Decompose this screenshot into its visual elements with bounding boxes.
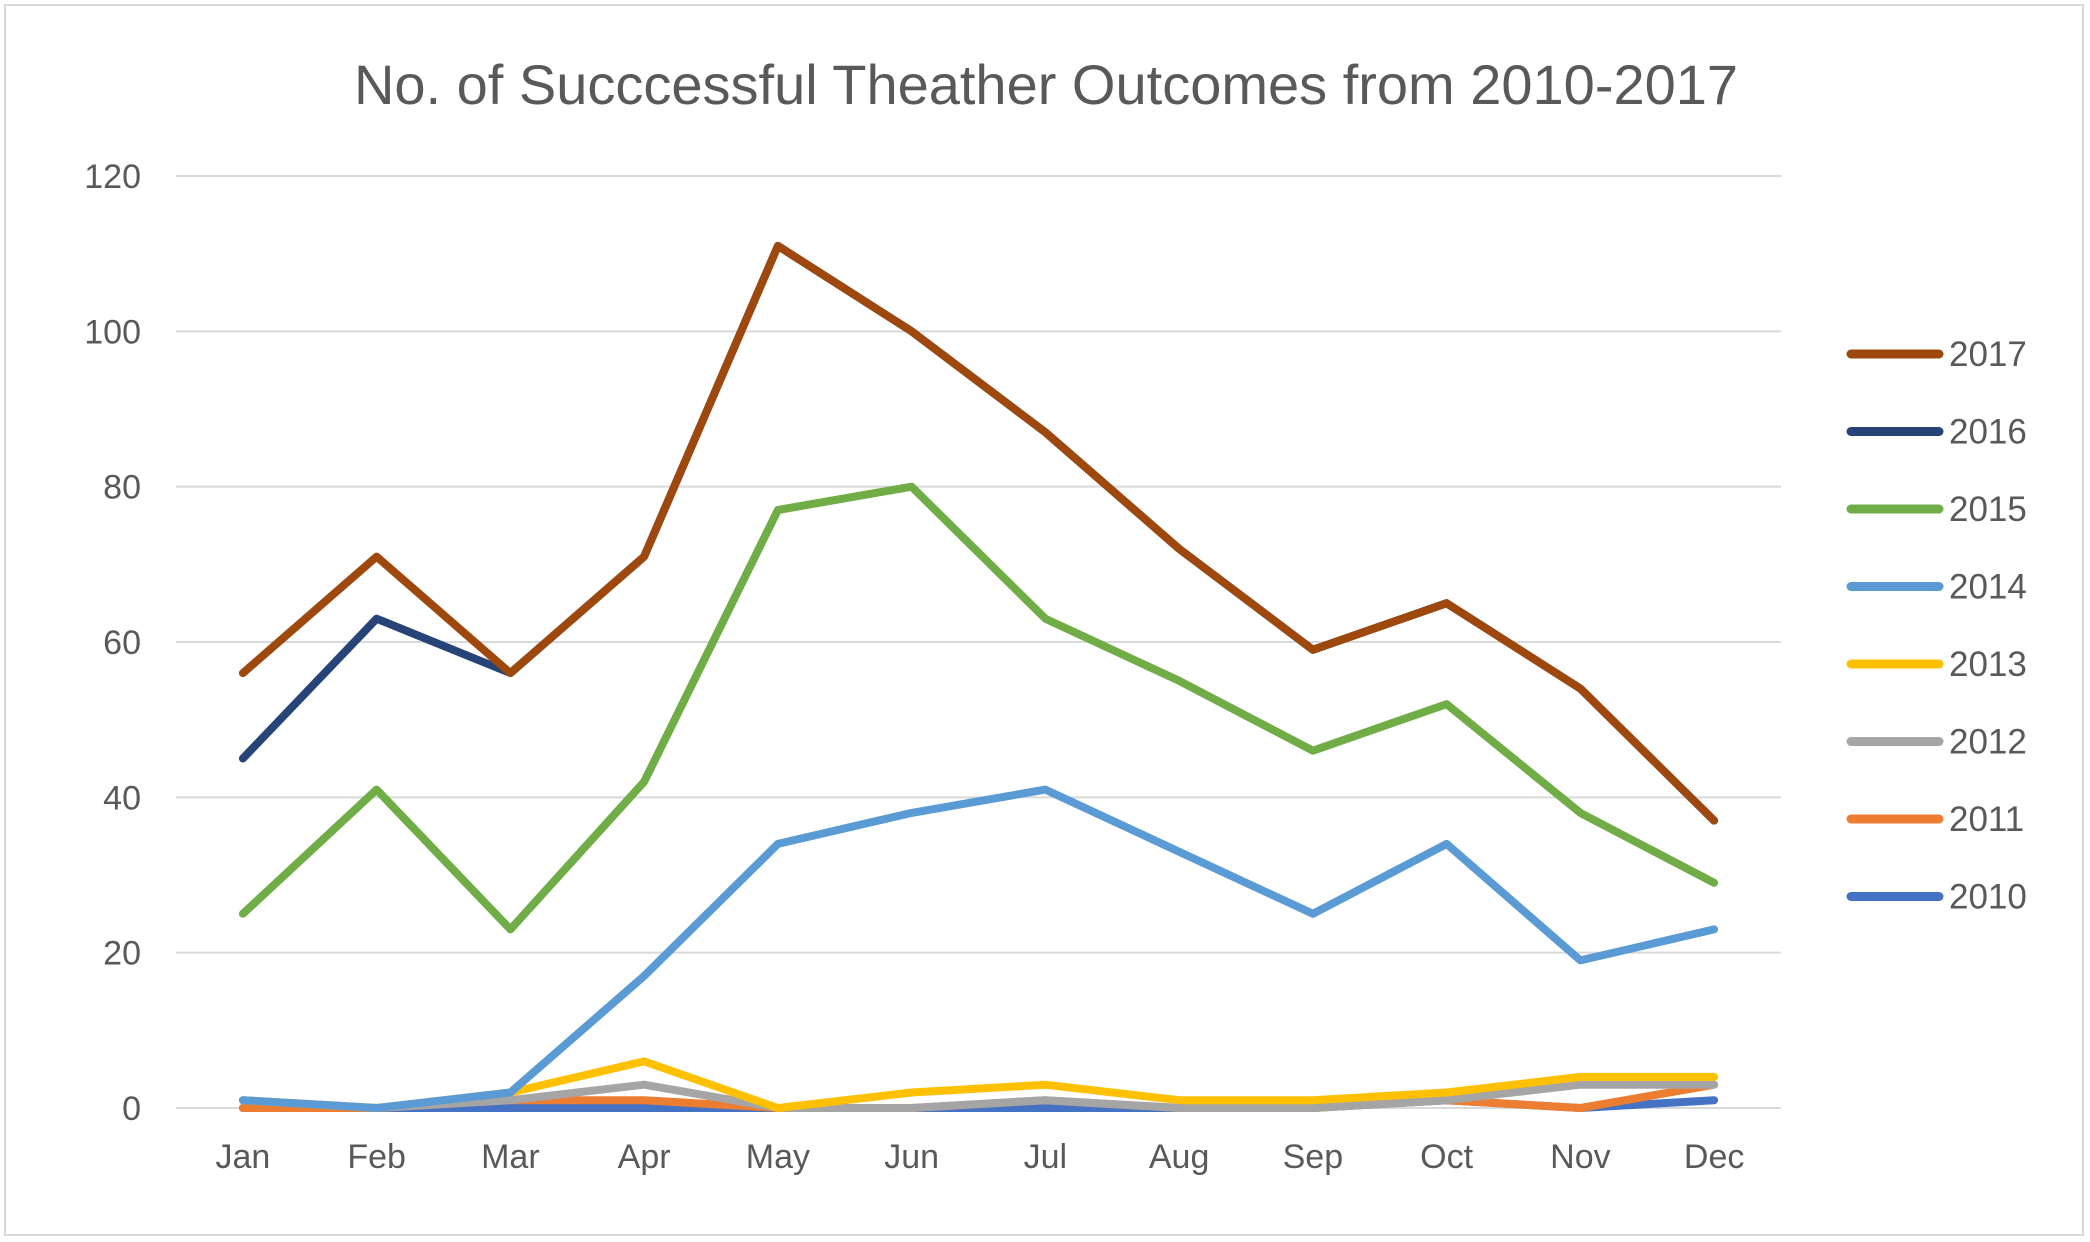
y-tick-label: 100 [84,313,141,351]
legend-label: 2010 [1949,878,2027,917]
legend-label: 2016 [1949,413,2027,452]
x-tick-label-sep: Sep [1283,1138,1344,1176]
legend-item-2016: 2016 [1846,413,2027,452]
legend-label: 2017 [1949,335,2027,374]
series-lines [238,241,1719,1112]
y-tick-label: 60 [103,624,141,662]
y-tick-label: 120 [84,158,141,196]
chart-area: No. of Succcessful Theather Outcomes fro… [4,4,2084,1236]
series-line-2015 [238,482,1719,934]
gridlines [176,175,1781,1109]
legend-item-2011: 2011 [1846,800,2024,839]
legend-item-2015: 2015 [1846,490,2027,529]
x-tick-label-jul: Jul [1024,1138,1067,1176]
legend: 2017 2016 2015 2014 2013 2012 2011 2010 [1846,335,2027,917]
legend-item-2017: 2017 [1846,335,2027,374]
legend-item-2010: 2010 [1846,878,2027,917]
x-tick-label-oct: Oct [1420,1138,1473,1176]
legend-item-2013: 2013 [1846,645,2027,684]
legend-label: 2014 [1949,568,2027,607]
legend-label: 2013 [1949,645,2027,684]
x-tick-label-dec: Dec [1684,1138,1744,1176]
x-tick-label-jan: Jan [215,1138,270,1176]
x-tick-label-apr: Apr [618,1138,671,1176]
legend-item-2014: 2014 [1846,568,2027,607]
y-tick-label: 40 [103,779,141,817]
legend-label: 2012 [1949,723,2027,762]
chart-title: No. of Succcessful Theather Outcomes fro… [354,53,1738,116]
y-tick-label: 20 [103,935,141,973]
x-tick-label-nov: Nov [1550,1138,1610,1176]
series-line-2014 [238,785,1719,1112]
x-tick-label-may: May [746,1138,810,1176]
y-tick-label: 0 [122,1090,141,1128]
y-axis-tick-labels: 0 20 40 60 80 100 120 [84,158,141,1128]
series-line-2012 [238,1080,1719,1112]
x-tick-label-jun: Jun [884,1138,939,1176]
legend-item-2012: 2012 [1846,723,2027,762]
x-tick-label-feb: Feb [347,1138,406,1176]
x-tick-label-aug: Aug [1149,1138,1210,1176]
series-line-2017 [238,241,1719,825]
line-chart: No. of Succcessful Theather Outcomes fro… [84,53,2027,1176]
legend-label: 2011 [1949,800,2024,839]
legend-label: 2015 [1949,490,2027,529]
x-tick-label-mar: Mar [481,1138,540,1176]
y-tick-label: 80 [103,469,141,507]
x-axis-tick-labels: Jan Feb Mar Apr May Jun Jul Aug Sep Oct Nov Dec [215,1138,1744,1176]
